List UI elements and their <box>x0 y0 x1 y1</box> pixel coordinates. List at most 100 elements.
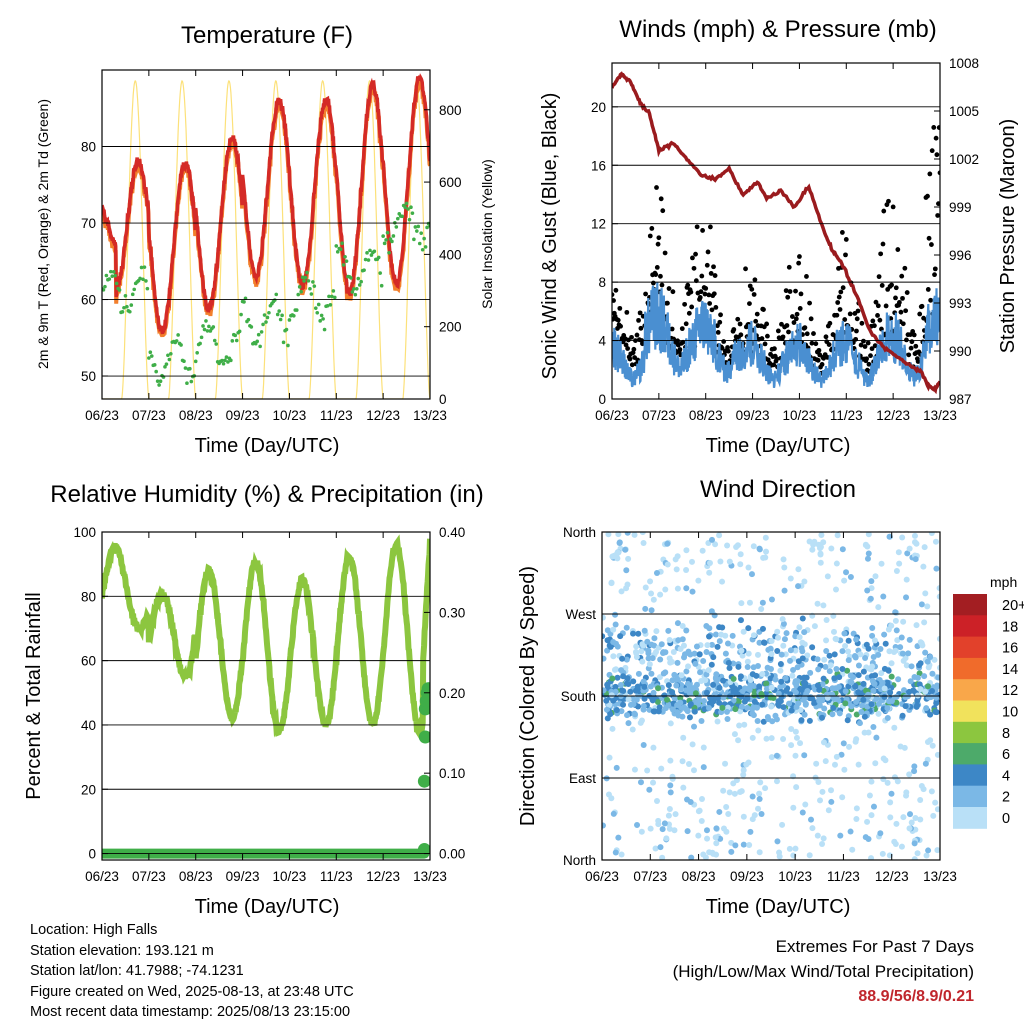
wind-direction-point <box>929 742 936 749</box>
wind-direction-point <box>887 799 894 806</box>
humidity-x-tick-label: 07/23 <box>132 869 166 884</box>
wind-direction-point <box>917 639 924 646</box>
dewpoint-point <box>275 312 280 317</box>
wind-direction-point <box>759 599 766 606</box>
wind-direction-point <box>763 685 770 692</box>
wind-direction-point <box>623 585 630 592</box>
wind-direction-point <box>792 689 799 696</box>
winds-x-tick-label: 08/23 <box>689 408 723 423</box>
dewpoint-point <box>185 381 189 386</box>
wind-direction-point <box>842 643 849 650</box>
temperature-axes: Temperature (F) Time (Day/UTC) 2m & 9m T (… <box>35 22 495 457</box>
wind_direction-y-tick-label: North <box>563 853 596 868</box>
gust-point <box>682 301 688 307</box>
wind-direction-point <box>809 825 816 832</box>
wind-direction-point <box>631 532 638 538</box>
wind-direction-point <box>868 578 875 585</box>
wind-direction-point <box>833 586 840 593</box>
speed-legend-swatch <box>953 743 987 765</box>
wind-direction-point <box>911 539 918 546</box>
gust-point <box>694 224 700 230</box>
precip-point <box>422 682 430 696</box>
humidity-x-tick-label: 09/23 <box>226 869 260 884</box>
gust-point <box>837 307 843 312</box>
dewpoint-point <box>123 293 128 298</box>
wind-direction-point <box>718 631 725 638</box>
gust-point <box>793 288 798 294</box>
dewpoint-point <box>350 290 355 294</box>
wind-direction-point <box>865 835 872 842</box>
dewpoint-point <box>264 320 268 324</box>
gust-point <box>737 321 743 327</box>
wind-direction-point <box>834 695 841 702</box>
wind-direction-point <box>928 788 935 795</box>
wind-direction-point <box>750 632 757 639</box>
wind-direction-point <box>744 695 751 702</box>
wind-direction-point <box>880 593 887 600</box>
gust-point <box>936 125 940 130</box>
wind-direction-point <box>868 778 875 785</box>
station-elevation: Station elevation: 193.121 m <box>30 942 214 959</box>
wind-direction-point <box>809 695 816 702</box>
extremes-title: Extremes For Past 7 Days <box>775 937 974 956</box>
dewpoint-point <box>343 254 347 259</box>
dewpoint-point <box>423 245 428 249</box>
wind-direction-point <box>631 766 638 773</box>
wind-direction-point <box>914 850 921 857</box>
wind-direction-point <box>757 779 764 786</box>
wind-direction-point <box>647 578 654 585</box>
wind-direction-point <box>914 674 921 681</box>
wind-direction-point <box>789 672 796 679</box>
gust-point <box>738 332 744 338</box>
wind-direction-point <box>911 532 918 539</box>
dewpoint-point <box>103 284 107 289</box>
wind-direction-point <box>751 698 758 705</box>
gust-point <box>815 357 821 363</box>
wind-direction-point <box>689 588 696 595</box>
wind-direction-point <box>777 667 784 674</box>
dewpoint-point <box>349 276 353 280</box>
speed-legend-label: 2 <box>1002 790 1010 806</box>
wind-direction-point <box>778 651 785 658</box>
humidity-x-axis-label: Time (Day/UTC) <box>195 896 340 918</box>
wind-direction-point <box>914 697 921 704</box>
gust-point <box>896 300 902 305</box>
wind-direction-point <box>687 799 694 806</box>
wind-direction-point <box>801 752 808 759</box>
dewpoint-point <box>195 350 199 355</box>
dewpoint-point <box>344 259 349 263</box>
wind_direction-y-axis-label: Direction (Colored By Speed) <box>517 566 539 826</box>
precip-point <box>417 774 430 788</box>
gust-point <box>764 321 770 327</box>
humidity-y-tick-label: 20 <box>81 782 96 797</box>
wind-direction-point <box>671 671 678 678</box>
wind-direction-point <box>872 760 879 767</box>
dewpoint-point <box>230 339 235 343</box>
dewpoint-point <box>321 317 325 321</box>
wind-direction-point <box>845 637 852 644</box>
wind-direction-point <box>781 636 788 643</box>
wind-direction-point <box>673 566 680 573</box>
wind-direction-point <box>787 657 794 664</box>
winds-y2-tick-label: 993 <box>949 296 972 311</box>
dewpoint-point <box>139 265 144 270</box>
wind-direction-point <box>705 667 712 674</box>
dewpoint-point <box>229 358 233 363</box>
wind-direction-point <box>773 778 780 785</box>
dewpoint-point <box>104 273 109 278</box>
gust-point <box>629 362 635 368</box>
wind-direction-point <box>611 666 618 673</box>
gust-point <box>797 306 803 311</box>
wind-direction-point <box>852 738 859 745</box>
wind-direction-point <box>820 675 827 682</box>
wind-direction-point <box>633 654 640 661</box>
gust-point <box>725 345 730 350</box>
gust-point <box>917 311 923 317</box>
humidity-plot-area <box>102 534 430 859</box>
wind-direction-point <box>795 658 802 665</box>
wind-direction-point <box>893 693 900 700</box>
wind-direction-point <box>875 651 882 658</box>
wind-direction-point <box>885 626 892 633</box>
dewpoint-point <box>366 258 371 262</box>
wind-direction-point <box>861 713 868 720</box>
